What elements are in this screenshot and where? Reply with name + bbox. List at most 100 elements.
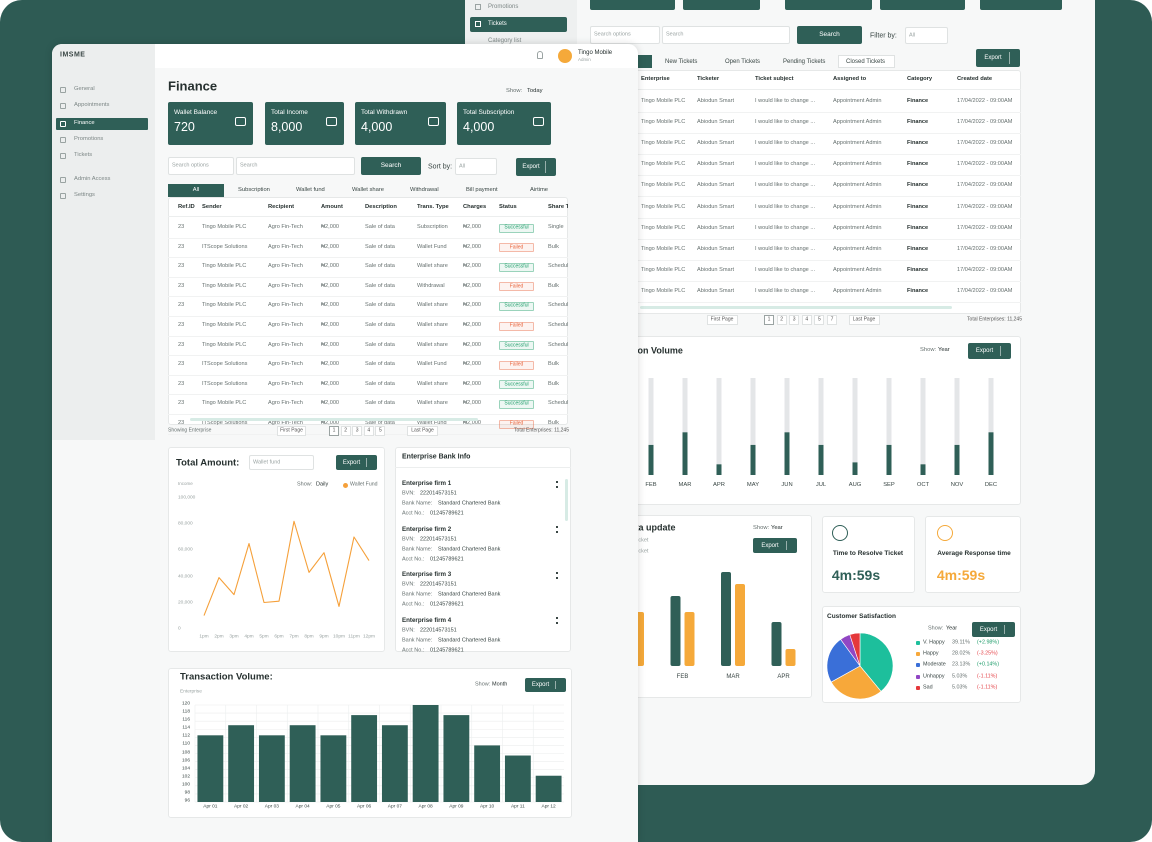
page-button[interactable] (375, 426, 386, 436)
page-button[interactable] (814, 315, 825, 325)
status-badge (499, 399, 534, 409)
last-page[interactable] (849, 315, 880, 325)
nav-icon[interactable] (60, 177, 66, 183)
cell: ₦2,000 (321, 322, 340, 329)
search-button[interactable] (797, 26, 862, 44)
cell: ₦2,000 (463, 243, 482, 250)
row-rule (168, 257, 568, 259)
row-rule (630, 280, 1021, 282)
nav-icon[interactable] (60, 153, 66, 159)
show-value: Year (946, 625, 958, 632)
cell: Sale of data (365, 361, 395, 368)
filter-select[interactable] (905, 27, 948, 44)
stat-card (168, 102, 253, 145)
status-text: Successful (504, 263, 529, 270)
page-button[interactable] (827, 315, 837, 325)
search-options[interactable] (590, 26, 660, 44)
search-options[interactable] (168, 157, 234, 175)
cell: Sale of data (365, 322, 395, 329)
field-value: Standard Chartered Bank (438, 637, 501, 644)
status-badge (499, 282, 534, 292)
firm-name: Enterprise firm 2 (402, 525, 452, 533)
legend-label: Sad (923, 684, 933, 691)
stat-label: Wallet Balance (174, 108, 218, 116)
first-page[interactable] (707, 315, 738, 325)
last-page[interactable] (407, 426, 438, 436)
first-page-label: First Page (710, 316, 734, 323)
page-label: 4 (805, 316, 809, 323)
status-text: Failed (509, 244, 524, 251)
user-name: Tingo Mobile (578, 50, 613, 56)
slice-label: 5.03% (952, 684, 968, 691)
response-title: Average Response time (937, 549, 1011, 557)
y-tick-label: 114 (182, 725, 190, 731)
page-button[interactable] (363, 426, 374, 436)
y-tick-label: 20,000 (178, 600, 193, 606)
cell: Tingo Mobile PLC (202, 224, 247, 231)
y-tick-label: 98 (184, 790, 190, 796)
search-button[interactable] (361, 157, 421, 175)
top-button[interactable] (590, 0, 675, 10)
page-button[interactable] (764, 315, 774, 325)
tab: Bill payment (466, 186, 498, 193)
nav-icon[interactable] (60, 103, 66, 109)
cell: Schedule (548, 302, 572, 309)
search-input[interactable] (236, 157, 355, 175)
tab-active[interactable] (168, 184, 224, 197)
page-button[interactable] (776, 315, 787, 325)
top-button[interactable] (980, 0, 1062, 10)
firm-menu (556, 571, 558, 579)
status-badge (499, 419, 534, 429)
top-button[interactable] (785, 0, 872, 10)
page-button[interactable] (789, 315, 800, 325)
field-label: Bank Name: (402, 545, 433, 552)
tab: Open Tickets (725, 59, 761, 65)
sort-select[interactable] (455, 158, 497, 175)
legend-swatch (916, 641, 920, 645)
page-button[interactable] (329, 426, 339, 436)
cell: Schedule (548, 400, 572, 407)
page-button[interactable] (340, 426, 351, 436)
page-label: 3 (355, 427, 359, 434)
page-button[interactable] (801, 315, 812, 325)
page-label: 2 (344, 427, 347, 434)
column-header: Trans. Type (417, 204, 449, 211)
nav-active[interactable] (470, 17, 567, 32)
legend-swatch (916, 685, 920, 690)
show-value: Today (527, 88, 543, 95)
page-button[interactable] (352, 426, 363, 436)
field-label: BVN: (402, 535, 415, 542)
first-page[interactable] (277, 426, 306, 436)
export-button[interactable] (516, 158, 556, 176)
page-title: Finance (168, 78, 218, 94)
satisfaction-title: Customer Satisfaction (827, 612, 896, 620)
nav-icon (475, 21, 481, 27)
cell: ₦2,000 (463, 302, 482, 309)
row-rule (168, 296, 568, 298)
amount-dropdown[interactable] (249, 455, 314, 470)
cell: Appointment Admin (833, 182, 882, 189)
status-badge (499, 321, 534, 331)
stat-value: 720 (174, 119, 195, 134)
cell: I would like to change ... (755, 203, 816, 210)
cell: Agro Fin-Tech (268, 224, 303, 231)
cell: Finance (907, 182, 929, 189)
nav-icon[interactable] (60, 87, 66, 93)
nav-active[interactable] (56, 118, 148, 130)
nav-item: Tickets (488, 21, 507, 27)
tab: New Tickets (665, 59, 698, 65)
field-value: 01245789621 (430, 647, 464, 654)
cell: Finance (907, 224, 929, 231)
cell: ₦2,000 (321, 302, 340, 309)
tab-box[interactable] (838, 55, 895, 68)
export-label: Export (761, 542, 779, 549)
nav-icon[interactable] (60, 137, 66, 143)
top-button[interactable] (880, 0, 965, 10)
cell: Appointment Admin (833, 267, 882, 273)
cell: Agro Fin-Tech (268, 283, 303, 289)
nav-icon[interactable] (60, 121, 66, 127)
nav-icon[interactable] (60, 193, 66, 199)
tab: Airtime (530, 186, 549, 193)
search-input[interactable] (662, 26, 790, 44)
top-button[interactable] (683, 0, 760, 10)
